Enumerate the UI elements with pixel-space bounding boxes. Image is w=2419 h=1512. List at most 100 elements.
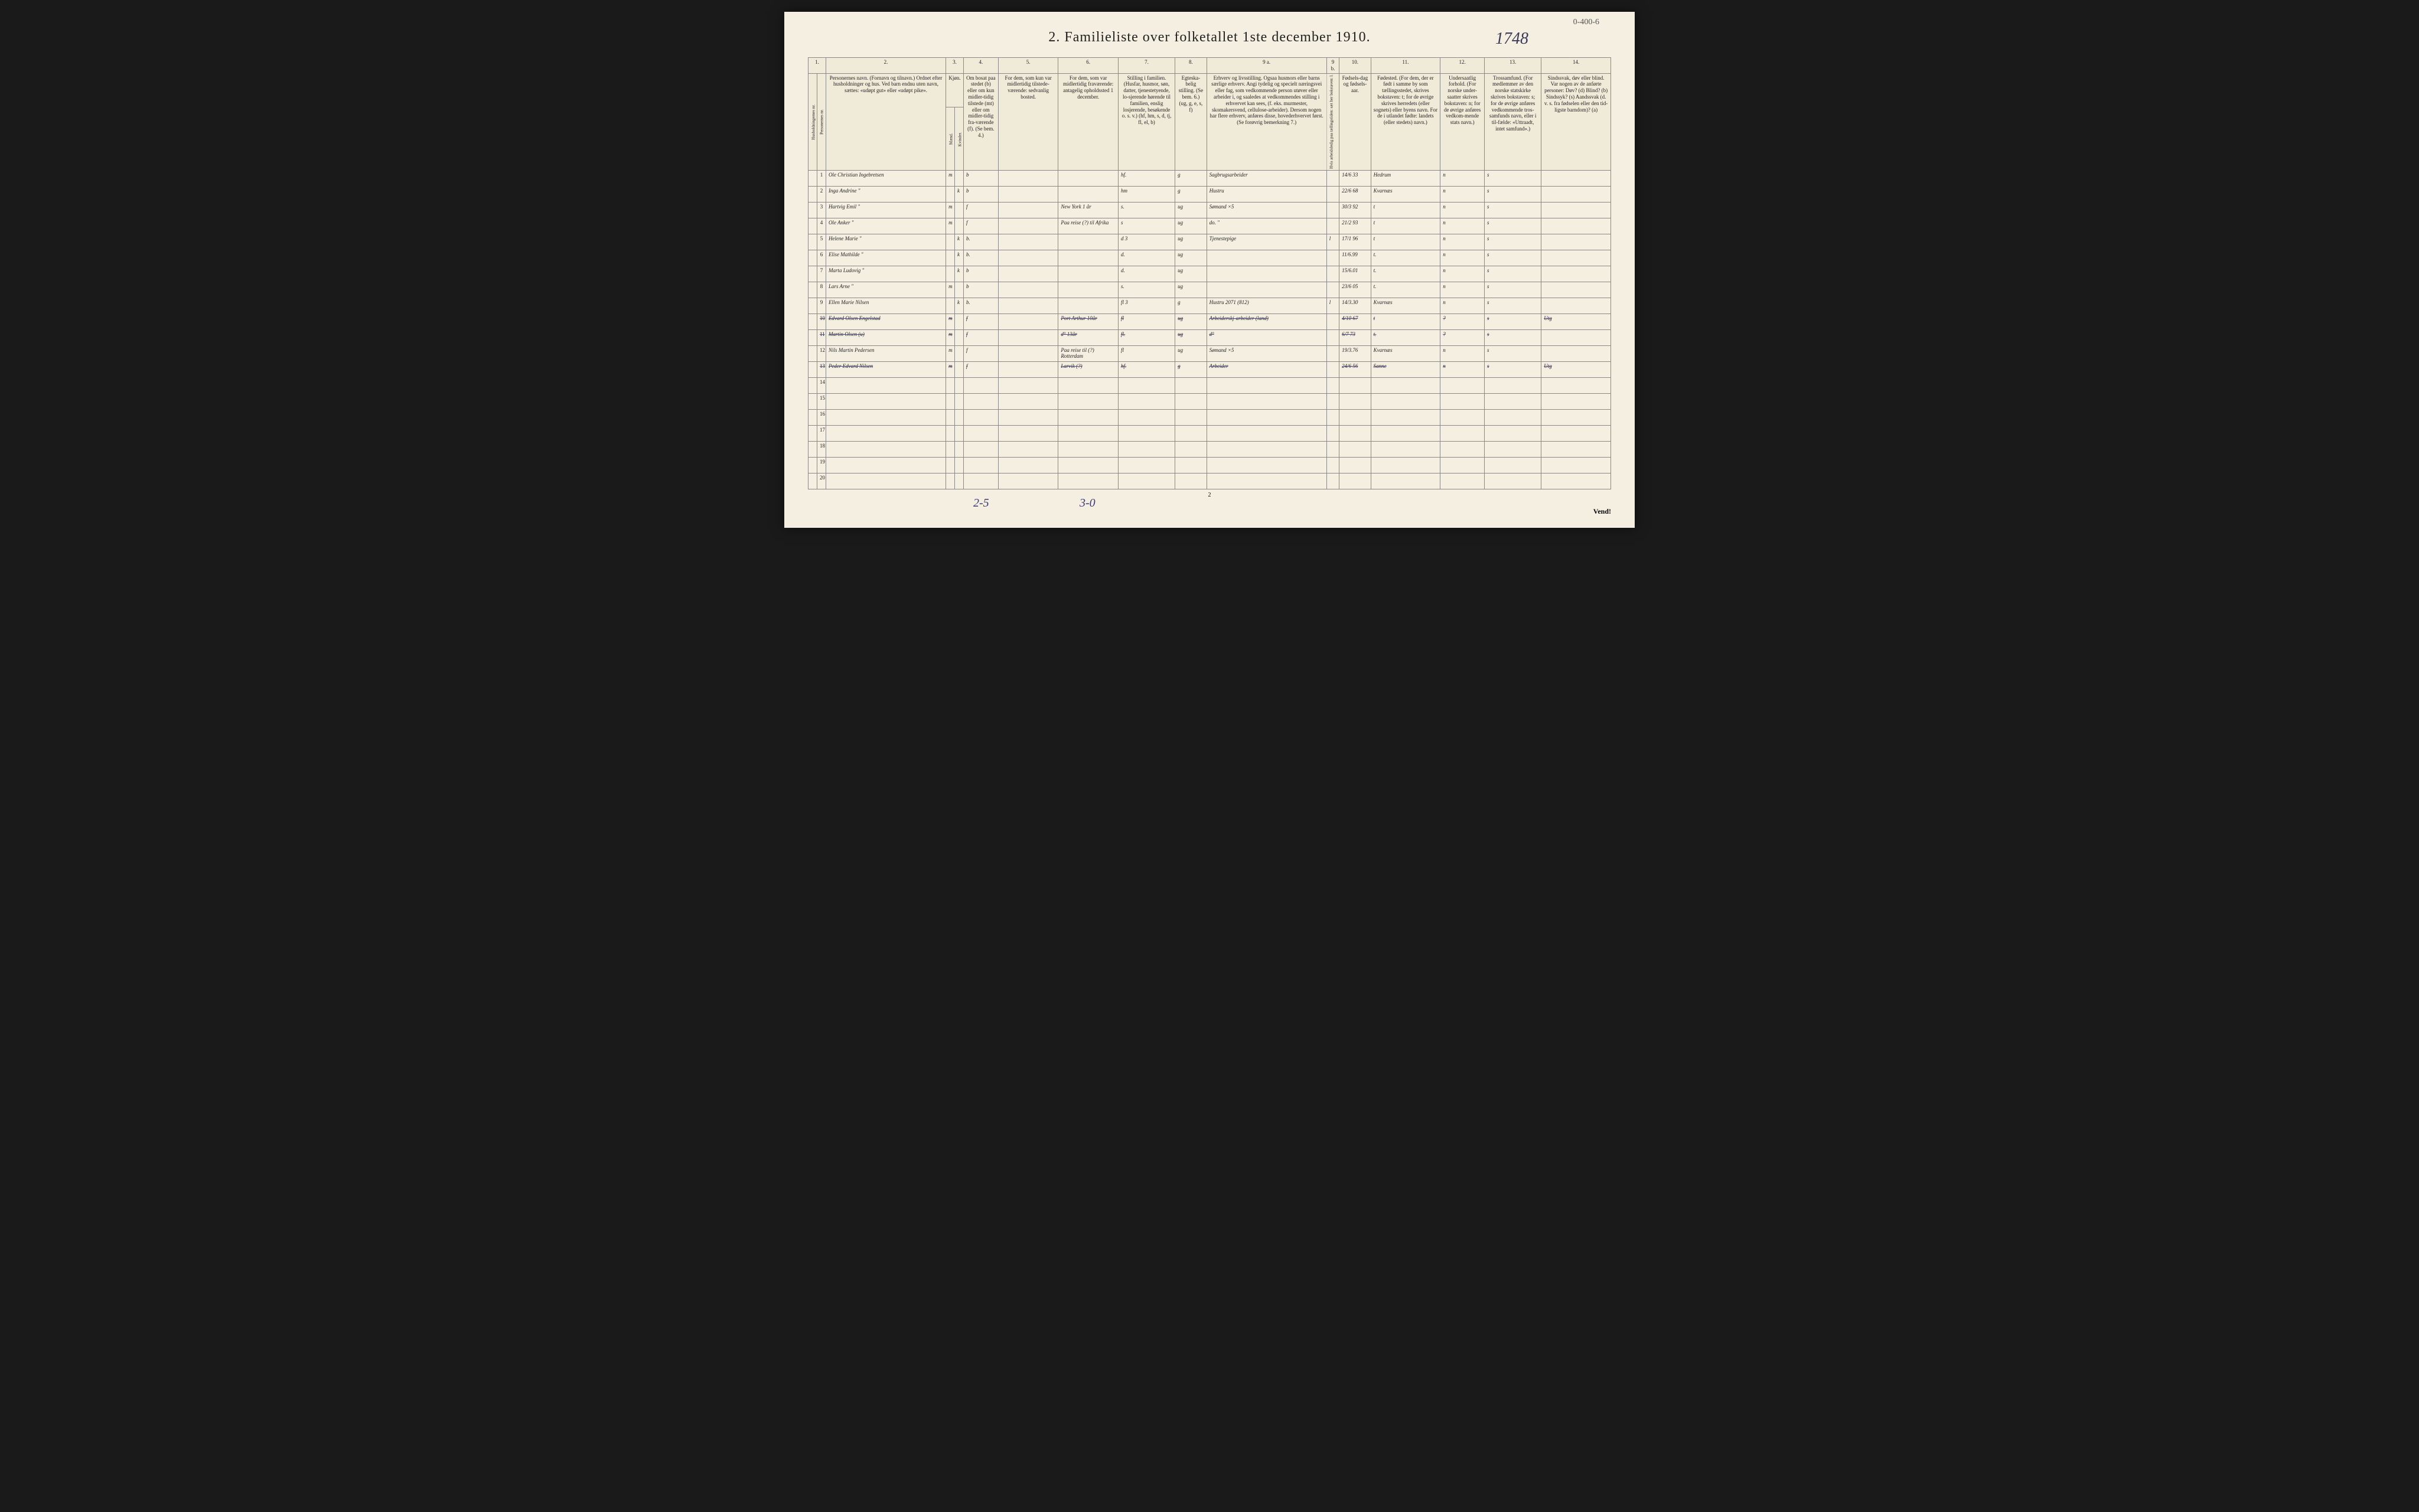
hdr-hushold-nr: Husholdningernes nr. [808,73,817,171]
cell [1541,250,1611,266]
cell [998,458,1058,473]
cell [1339,473,1371,489]
cell: s [1485,298,1541,314]
cell: 13 [817,362,826,378]
cell [1207,266,1326,282]
cell: b. [964,298,999,314]
cell [955,282,964,298]
cell [826,458,946,473]
cell [946,410,955,426]
cell [1541,410,1611,426]
cell: g [1175,171,1207,187]
cell [808,218,817,234]
cell [1326,410,1339,426]
census-table: 1.2.3.4.5.6.7.8.9 a.9 b.10.11.12.13.14. … [808,57,1611,489]
cell [998,234,1058,250]
cell: s [1485,250,1541,266]
cell: 21/2 93 [1339,218,1371,234]
cell [1207,458,1326,473]
cell: ug [1175,346,1207,362]
cell [808,171,817,187]
cell [1440,410,1485,426]
cell [1118,410,1175,426]
census-page: 2. Familieliste over folketallet 1ste de… [784,12,1635,528]
cell [998,362,1058,378]
footer-note: 2-5 [973,497,989,510]
cell: ug [1175,330,1207,346]
cell [1371,378,1440,394]
cell: 19/3.76 [1339,346,1371,362]
cell: t. [1371,266,1440,282]
cell: f [964,330,999,346]
table-row: 3Hartvig Emil "mfNew York 1 års.ugSømand… [808,203,1611,218]
cell: l [1326,298,1339,314]
cell [1175,426,1207,442]
cell: 4 [817,218,826,234]
hdr-trossamfund: Trossamfund. (For medlemmer av den norsk… [1485,73,1541,171]
cell: 22/6 68 [1339,187,1371,203]
cell: Utg [1541,314,1611,330]
cell: Sanne [1371,362,1440,378]
cell [1058,298,1119,314]
cell [1541,218,1611,234]
cell: n [1440,282,1485,298]
cell: m [946,330,955,346]
cell [964,442,999,458]
cell: s [1485,362,1541,378]
cell: ug [1175,234,1207,250]
title-row: 2. Familieliste over folketallet 1ste de… [808,30,1611,45]
cell: d. [1118,250,1175,266]
table-row: 8Lars Arne "mbs.ug23/6 05t.ns [808,282,1611,298]
cell [1326,378,1339,394]
cell [1485,394,1541,410]
hdr-undersaat: Undersaatlig forhold. (For norske under-… [1440,73,1485,171]
cell [1058,266,1119,282]
cell [826,378,946,394]
cell [1326,203,1339,218]
cell [826,394,946,410]
cell: 20 [817,473,826,489]
cell: s [1485,218,1541,234]
cell [1118,394,1175,410]
cell [1440,426,1485,442]
cell: Kvarnæs [1371,346,1440,362]
cell: k [955,234,964,250]
cell [955,473,964,489]
cell: n [1440,250,1485,266]
cell [1440,442,1485,458]
cell: s [1118,218,1175,234]
cell [946,250,955,266]
cell: 5 [817,234,826,250]
cell [1058,234,1119,250]
cell: 11 [817,330,826,346]
cell: n [1440,203,1485,218]
cell [1440,394,1485,410]
cell [955,346,964,362]
cell [998,187,1058,203]
col-num: 4. [964,58,999,74]
page-title: 2. Familieliste over folketallet 1ste de… [1048,30,1370,45]
cell [1371,394,1440,410]
cell [1207,250,1326,266]
cell [1326,187,1339,203]
cell [1326,442,1339,458]
cell [808,410,817,426]
cell [955,203,964,218]
cell: g [1175,298,1207,314]
col-num: 14. [1541,58,1611,74]
cell: t [1371,314,1440,330]
cell: b. [964,250,999,266]
cell [998,203,1058,218]
cell [1541,394,1611,410]
cell: Helene Marie " [826,234,946,250]
cell [946,426,955,442]
cell [946,378,955,394]
table-row: 19 [808,458,1611,473]
cell: n [1440,187,1485,203]
cell [1339,378,1371,394]
table-row: 18 [808,442,1611,458]
table-row: 11Martin Olsen (u)mfd° 13årfl.ugd°6/7 73… [808,330,1611,346]
cell [946,458,955,473]
cell: Hustru [1207,187,1326,203]
hdr-stilling: Stilling i familien. (Husfar, husmor, sø… [1118,73,1175,171]
